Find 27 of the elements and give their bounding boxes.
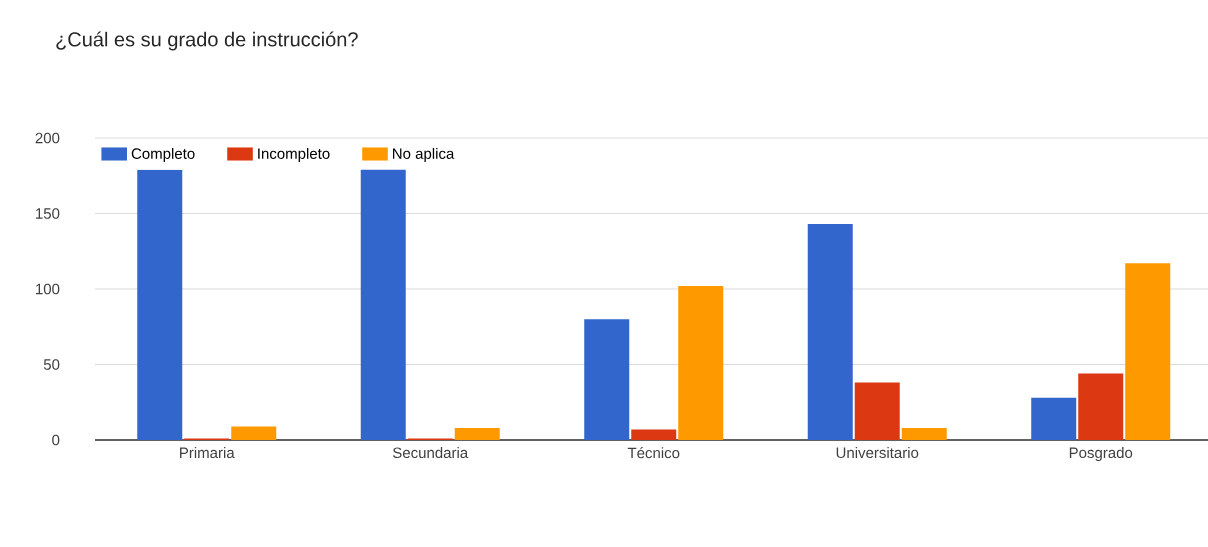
- y-tick-label: 200: [35, 132, 60, 144]
- x-tick-label: Posgrado: [1069, 447, 1133, 462]
- y-tick-label: 0: [52, 434, 60, 446]
- x-tick-label: Universitario: [836, 447, 919, 459]
- bar: [901, 427, 947, 440]
- y-tick-label: 100: [36, 283, 60, 295]
- x-tick-label: Técnico: [627, 447, 680, 459]
- bar: [360, 168, 406, 440]
- bar: [854, 382, 900, 440]
- bar: [1031, 397, 1077, 440]
- x-tick-label: Primaria: [180, 447, 235, 459]
- y-tick-label: 50: [43, 359, 60, 370]
- bar: [454, 427, 500, 440]
- y-tick-label: 150: [36, 208, 60, 219]
- bar: [807, 224, 853, 440]
- bar: [678, 285, 724, 440]
- bar: [231, 426, 277, 440]
- bar: [584, 319, 630, 440]
- legend-label: Incompleto: [258, 147, 330, 162]
- x-tick-label: Secundaria: [392, 447, 469, 459]
- bar: [631, 429, 677, 440]
- legend-label: Completo: [131, 147, 195, 162]
- legend-label: No aplica: [393, 147, 455, 162]
- bar: [1125, 263, 1171, 440]
- bar: [137, 169, 183, 440]
- chart-title: ¿Cuál es su grado de instrucción?: [56, 31, 358, 51]
- bar: [1078, 373, 1124, 440]
